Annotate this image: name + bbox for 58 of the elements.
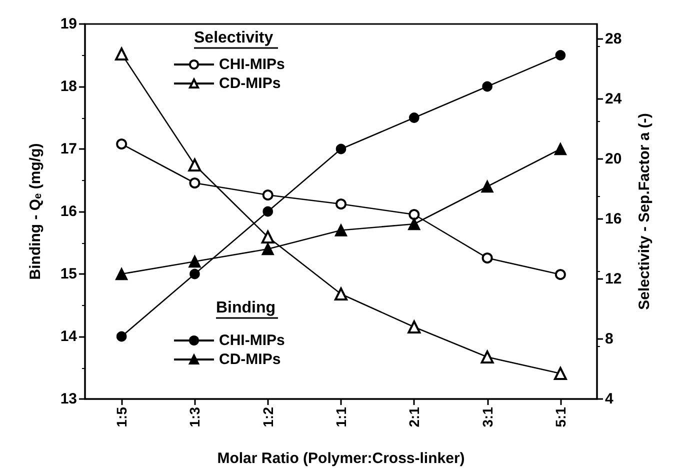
point: [481, 180, 494, 193]
y-tick-label: 16: [60, 203, 77, 220]
point: [189, 178, 200, 188]
y2-tick-label: 4: [605, 390, 614, 408]
y-tick-label: 17: [60, 140, 77, 158]
legend-label: CD-MIPs: [219, 351, 281, 368]
point: [334, 288, 348, 300]
y2-tick-label: 12: [605, 270, 622, 288]
y2-tick-label: 20: [605, 150, 622, 168]
point: [188, 158, 202, 172]
x-axis-title: Molar Ratio (Polymer:Cross-linker): [217, 450, 465, 467]
x-tick-label: 1:5: [114, 406, 130, 428]
x-tick-label: 5:1: [552, 406, 568, 428]
point: [408, 218, 420, 230]
y-axis-title: Binding - Qₑ (mg/g): [27, 143, 44, 280]
point: [554, 269, 566, 280]
x-tick-label: 2:1: [406, 406, 422, 428]
y-tick-label: 15: [60, 266, 77, 282]
point: [482, 252, 493, 264]
point: [115, 268, 128, 280]
point: [262, 190, 274, 200]
point: [554, 142, 567, 156]
y2-tick-label: 8: [605, 330, 614, 348]
y2-axis-title: Selectivity - Sep.Factor a (-): [636, 113, 653, 310]
x-tick-label: 1:1: [333, 406, 349, 428]
x-tick-label: 1:2: [260, 406, 276, 428]
y2-tick-label: 16: [605, 210, 622, 228]
point: [554, 367, 567, 380]
point: [336, 198, 346, 210]
point: [408, 209, 420, 220]
point: [482, 81, 492, 92]
y-tick-label: 19: [60, 16, 77, 32]
annotation: Selectivity: [194, 30, 274, 46]
legend-label: CHI-MIPs: [219, 56, 285, 73]
point: [116, 138, 128, 150]
point: [115, 48, 128, 60]
point: [188, 255, 201, 268]
point: [555, 50, 566, 60]
point: [190, 268, 200, 280]
annotation: Binding: [216, 300, 276, 316]
y-tick-label: 14: [60, 328, 78, 345]
legend-label: CHI-MIPs: [219, 332, 285, 349]
point: [334, 224, 348, 236]
point: [262, 206, 274, 217]
y2-tick-label: 28: [605, 30, 622, 48]
point: [480, 350, 494, 364]
point: [409, 112, 420, 123]
y2-tick-label: 24: [605, 90, 622, 108]
y-tick-label: 18: [60, 78, 77, 95]
y-tick-label: 13: [60, 390, 77, 408]
point: [262, 242, 274, 256]
point: [116, 331, 127, 342]
legend-label: CD-MIPs: [219, 75, 281, 92]
point: [408, 320, 421, 334]
x-tick-label: 1:3: [186, 406, 203, 428]
point: [261, 230, 274, 244]
x-tick-label: 3:1: [479, 406, 496, 428]
point: [336, 144, 346, 154]
